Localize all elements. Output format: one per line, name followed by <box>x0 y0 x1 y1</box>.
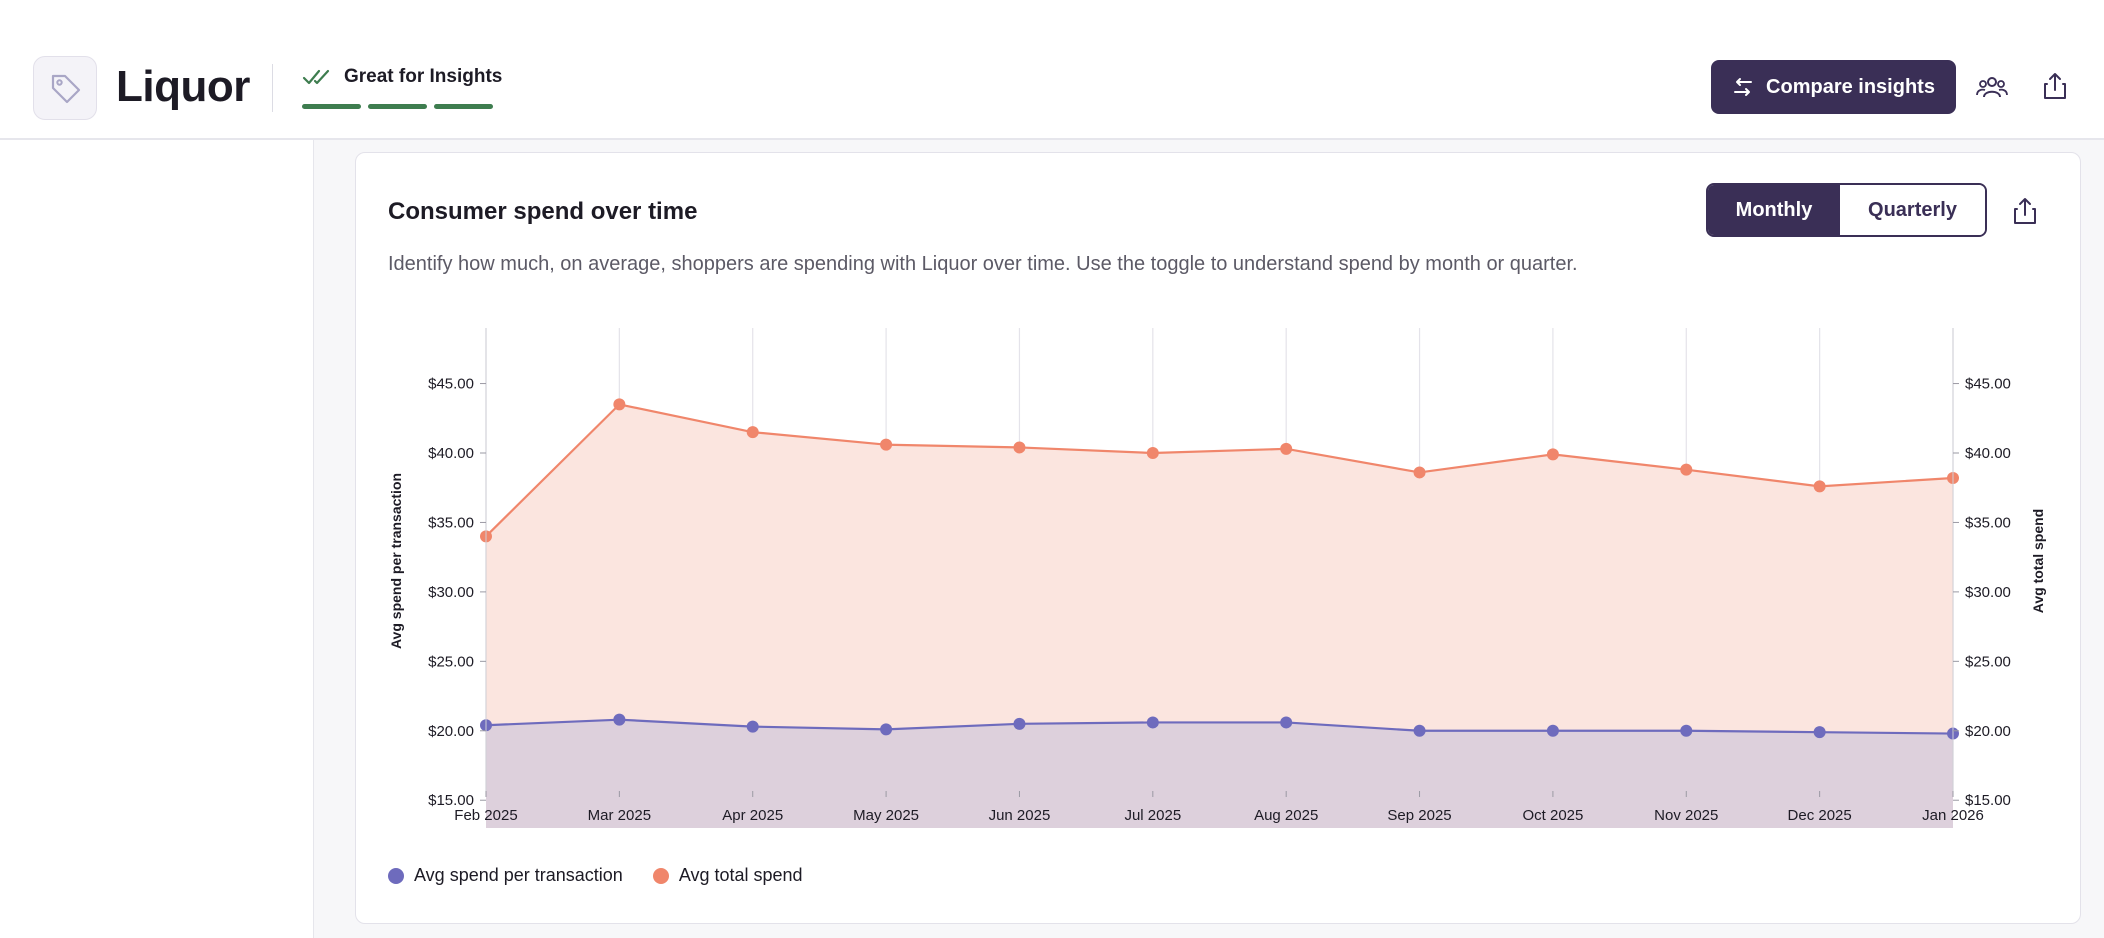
y-tick-label-right: $15.00 <box>1965 792 2011 809</box>
y-tick-label-left: $45.00 <box>428 376 474 393</box>
legend-label-transaction: Avg spend per transaction <box>414 865 623 885</box>
y-tick-label-left: $35.00 <box>428 514 474 531</box>
compare-insights-button[interactable]: Compare insights <box>1711 60 1956 114</box>
line-avg-spend-per-transaction <box>485 718 1954 735</box>
y-tick-label-right: $35.00 <box>1965 514 2011 531</box>
point-avg-total-spend[interactable] <box>746 426 759 439</box>
x-tick-label: Aug 2025 <box>1254 807 1318 824</box>
x-tick-label: May 2025 <box>853 807 919 824</box>
point-avg-total-spend[interactable] <box>1546 448 1559 461</box>
x-tick-label: Dec 2025 <box>1788 807 1852 824</box>
y-tick-label-left: $20.00 <box>428 723 474 740</box>
point-avg-spend-per-transaction[interactable] <box>1813 726 1826 739</box>
header-divider <box>272 64 273 112</box>
y-tick-label-left: $30.00 <box>428 584 474 601</box>
quality-label: Great for Insights <box>344 66 503 87</box>
point-avg-total-spend[interactable] <box>1013 441 1026 454</box>
card-description: Identify how much, on average, shoppers … <box>388 253 1578 275</box>
y-axis-title-left: Avg spend per transaction <box>388 473 404 649</box>
point-avg-total-spend[interactable] <box>1413 466 1426 479</box>
point-avg-spend-per-transaction[interactable] <box>1546 724 1559 737</box>
quality-bar <box>302 104 361 109</box>
y-tick-label-right: $30.00 <box>1965 584 2011 601</box>
y-tick-label-right: $25.00 <box>1965 653 2011 670</box>
point-avg-total-spend[interactable] <box>1280 442 1293 455</box>
x-tick-label: Nov 2025 <box>1654 807 1718 824</box>
left-sidebar <box>0 140 314 938</box>
quality-bars <box>302 104 493 109</box>
legend-item-total[interactable]: Avg total spend <box>652 865 803 886</box>
x-tick-label: Feb 2025 <box>454 807 517 824</box>
x-tick-label: Sep 2025 <box>1387 807 1451 824</box>
x-tick-label: Mar 2025 <box>588 807 651 824</box>
swap-arrows-icon <box>1734 78 1753 96</box>
y-tick-label-left: $40.00 <box>428 445 474 462</box>
point-avg-spend-per-transaction[interactable] <box>613 713 626 726</box>
point-avg-total-spend[interactable] <box>1813 480 1826 493</box>
y-axis-title-right: Avg total spend <box>2030 509 2046 614</box>
point-avg-spend-per-transaction[interactable] <box>1013 717 1026 730</box>
area-avg-spend-per-transaction <box>486 719 1953 828</box>
card-title: Consumer spend over time <box>388 198 698 225</box>
x-tick-label: Jun 2025 <box>989 807 1051 824</box>
legend-label-total: Avg total spend <box>678 865 803 885</box>
quality-bar <box>368 104 427 109</box>
consumer-spend-chart: $15.00 $20.00 $25.00 $30.00 $35.00 $40.00 $45.… <box>388 328 2046 828</box>
period-toggle: Monthly Quarterly <box>1706 183 1987 237</box>
point-avg-total-spend[interactable] <box>880 438 893 451</box>
y-tick-label-right: $40.00 <box>1965 445 2011 462</box>
x-tick-label: Jan 2026 <box>1922 807 1984 824</box>
point-avg-total-spend[interactable] <box>613 398 626 411</box>
x-tick-label: Jul 2025 <box>1124 807 1181 824</box>
y-tick-label-right: $20.00 <box>1965 723 2011 740</box>
point-avg-spend-per-transaction[interactable] <box>1280 716 1293 729</box>
double-check-icon <box>302 69 330 85</box>
area-avg-total-spend <box>486 404 1953 828</box>
legend-dot-transaction <box>388 867 404 884</box>
data-quality-indicator: Great for Insights <box>302 66 502 88</box>
x-tick-label: Oct 2025 <box>1522 807 1583 824</box>
point-avg-total-spend[interactable] <box>1680 463 1693 476</box>
chart-legend: Avg spend per transaction Avg total spen… <box>388 865 803 886</box>
y-tick-label-left: $15.00 <box>428 792 474 809</box>
toggle-quarterly[interactable]: Quarterly <box>1840 185 1985 235</box>
legend-dot-total <box>652 867 669 884</box>
point-avg-spend-per-transaction[interactable] <box>746 720 759 733</box>
toggle-monthly[interactable]: Monthly <box>1708 185 1840 235</box>
quality-bar <box>434 104 493 109</box>
card-share-icon[interactable] <box>2003 189 2047 233</box>
point-avg-spend-per-transaction[interactable] <box>1146 716 1159 729</box>
legend-item-transaction[interactable]: Avg spend per transaction <box>388 865 623 886</box>
point-avg-spend-per-transaction[interactable] <box>880 723 893 736</box>
line-avg-total-spend <box>485 403 1954 538</box>
y-tick-label-left: $25.00 <box>428 653 474 670</box>
y-tick-label-right: $45.00 <box>1965 376 2011 393</box>
page-title: Liquor <box>116 62 250 111</box>
audience-icon[interactable] <box>1970 65 2014 109</box>
point-avg-spend-per-transaction[interactable] <box>1680 724 1693 737</box>
point-avg-total-spend[interactable] <box>1146 447 1159 459</box>
compare-insights-label: Compare insights <box>1766 75 1935 98</box>
x-tick-label: Apr 2025 <box>722 807 783 824</box>
share-icon[interactable] <box>2033 64 2077 108</box>
point-avg-spend-per-transaction[interactable] <box>1413 724 1426 737</box>
tag-icon <box>33 56 97 120</box>
page-header: Liquor Great for Insights Compare insigh… <box>0 0 2104 140</box>
consumer-spend-card: Consumer spend over time Identify how mu… <box>355 152 2081 924</box>
